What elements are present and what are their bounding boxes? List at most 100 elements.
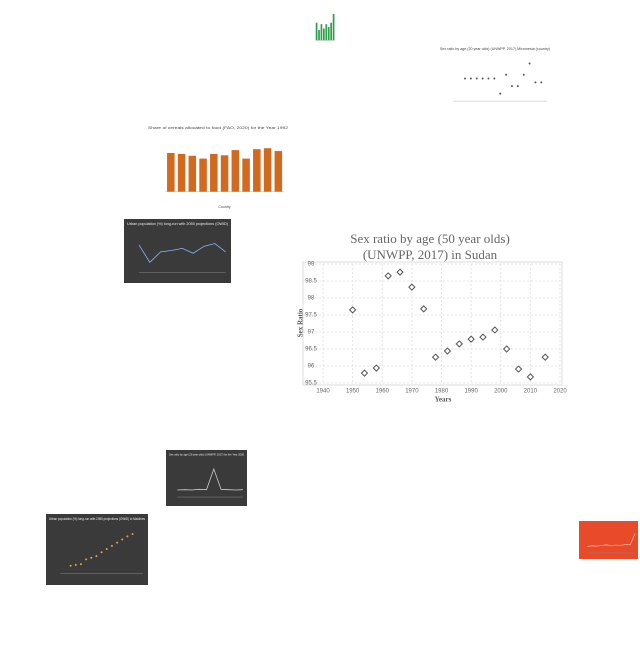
point	[95, 555, 98, 558]
point	[455, 340, 463, 348]
point	[516, 85, 519, 88]
point	[499, 92, 502, 95]
x-tick-label: 1950	[346, 389, 360, 395]
point	[528, 62, 531, 65]
bar	[263, 148, 272, 192]
line	[138, 243, 226, 263]
bar	[253, 149, 261, 192]
point	[534, 81, 537, 84]
bar	[323, 28, 325, 41]
point	[85, 558, 88, 561]
y-tick-label: 98.5	[305, 279, 317, 285]
point	[514, 365, 523, 373]
y-tick-label: 97	[308, 330, 315, 336]
point	[116, 541, 119, 544]
point	[126, 535, 129, 538]
thumbnail-title: Urban population (%) long-run with 2050 …	[127, 222, 228, 226]
point	[526, 373, 535, 381]
point	[360, 369, 369, 377]
point	[372, 364, 381, 372]
point	[90, 556, 93, 559]
thumbnail-background	[166, 450, 247, 506]
thumbnail-title: Share of cereals allocated to food (FAO,…	[148, 126, 288, 130]
x-tick-label: 2020	[553, 389, 567, 395]
thumbnail-title: Sex ratio by age (20 year olds) (UNWPP, …	[440, 47, 550, 51]
bar	[231, 150, 240, 192]
bar	[318, 30, 320, 41]
bar	[177, 153, 186, 192]
line	[177, 467, 243, 491]
y-tick-label: 95.5	[305, 381, 317, 387]
point	[491, 326, 499, 334]
point	[79, 563, 82, 566]
title-line: (UNWPP, 2017) in Sudan	[363, 247, 498, 262]
point	[348, 306, 357, 314]
bar	[327, 27, 330, 41]
y-axis-title: Sex Ratio	[297, 308, 305, 337]
bar	[210, 153, 218, 192]
thumbnail-background	[46, 514, 148, 585]
chart-title: Sex ratio by age (50 year olds) (UNWPP, 2…	[350, 231, 510, 262]
point	[396, 268, 404, 276]
point	[74, 563, 77, 566]
bar	[330, 22, 333, 41]
thumbnail-title: Sex ratio by age (20 year olds) (UNWPP, …	[169, 453, 245, 457]
point	[510, 85, 513, 88]
point	[469, 77, 472, 80]
bar	[242, 158, 250, 192]
point	[131, 532, 134, 535]
x-tick-label: 2000	[494, 389, 508, 395]
x-tick-label: 2010	[524, 389, 538, 395]
y-tick-label: 98	[308, 296, 315, 302]
point	[475, 77, 478, 80]
point	[540, 81, 543, 84]
line	[587, 533, 636, 547]
point	[493, 77, 496, 80]
bar	[332, 13, 335, 41]
point	[541, 353, 549, 361]
thumbnail-background	[124, 219, 231, 283]
point	[408, 283, 416, 291]
bar	[220, 155, 229, 192]
point	[443, 347, 452, 355]
plot-area	[302, 261, 563, 386]
bar	[315, 22, 318, 41]
x-axis-title: Years	[435, 396, 452, 404]
thumbnail-background	[579, 521, 638, 559]
point	[121, 538, 124, 541]
point	[100, 551, 103, 554]
point	[487, 77, 490, 80]
point	[384, 272, 392, 280]
point	[505, 73, 508, 76]
x-tick-label: 1960	[376, 389, 390, 395]
bar	[274, 151, 283, 192]
point	[502, 345, 511, 353]
bar	[199, 158, 207, 192]
x-tick-label: 1940	[316, 389, 330, 395]
point	[105, 548, 108, 551]
y-tick-label: 97.5	[305, 313, 317, 319]
point	[431, 353, 440, 361]
bar	[188, 155, 197, 192]
bar	[167, 152, 175, 192]
point	[467, 335, 475, 343]
thumbnail-title: Urban population (%) long-run with 2050 …	[49, 517, 145, 521]
point	[479, 333, 487, 341]
y-tick-label: 99	[308, 262, 315, 268]
y-tick-label: 96	[308, 364, 315, 370]
bar	[325, 24, 328, 41]
title-line: Sex ratio by age (50 year olds)	[350, 231, 510, 246]
point	[69, 564, 72, 567]
point	[420, 305, 428, 313]
point	[110, 544, 113, 547]
y-tick-label: 96.5	[305, 347, 317, 353]
x-axis-title: Country	[218, 205, 231, 209]
bar	[320, 24, 323, 41]
point	[463, 77, 466, 80]
point	[522, 73, 525, 76]
point	[481, 77, 484, 80]
x-tick-label: 1980	[435, 389, 449, 395]
thumbnail-background	[312, 5, 336, 47]
